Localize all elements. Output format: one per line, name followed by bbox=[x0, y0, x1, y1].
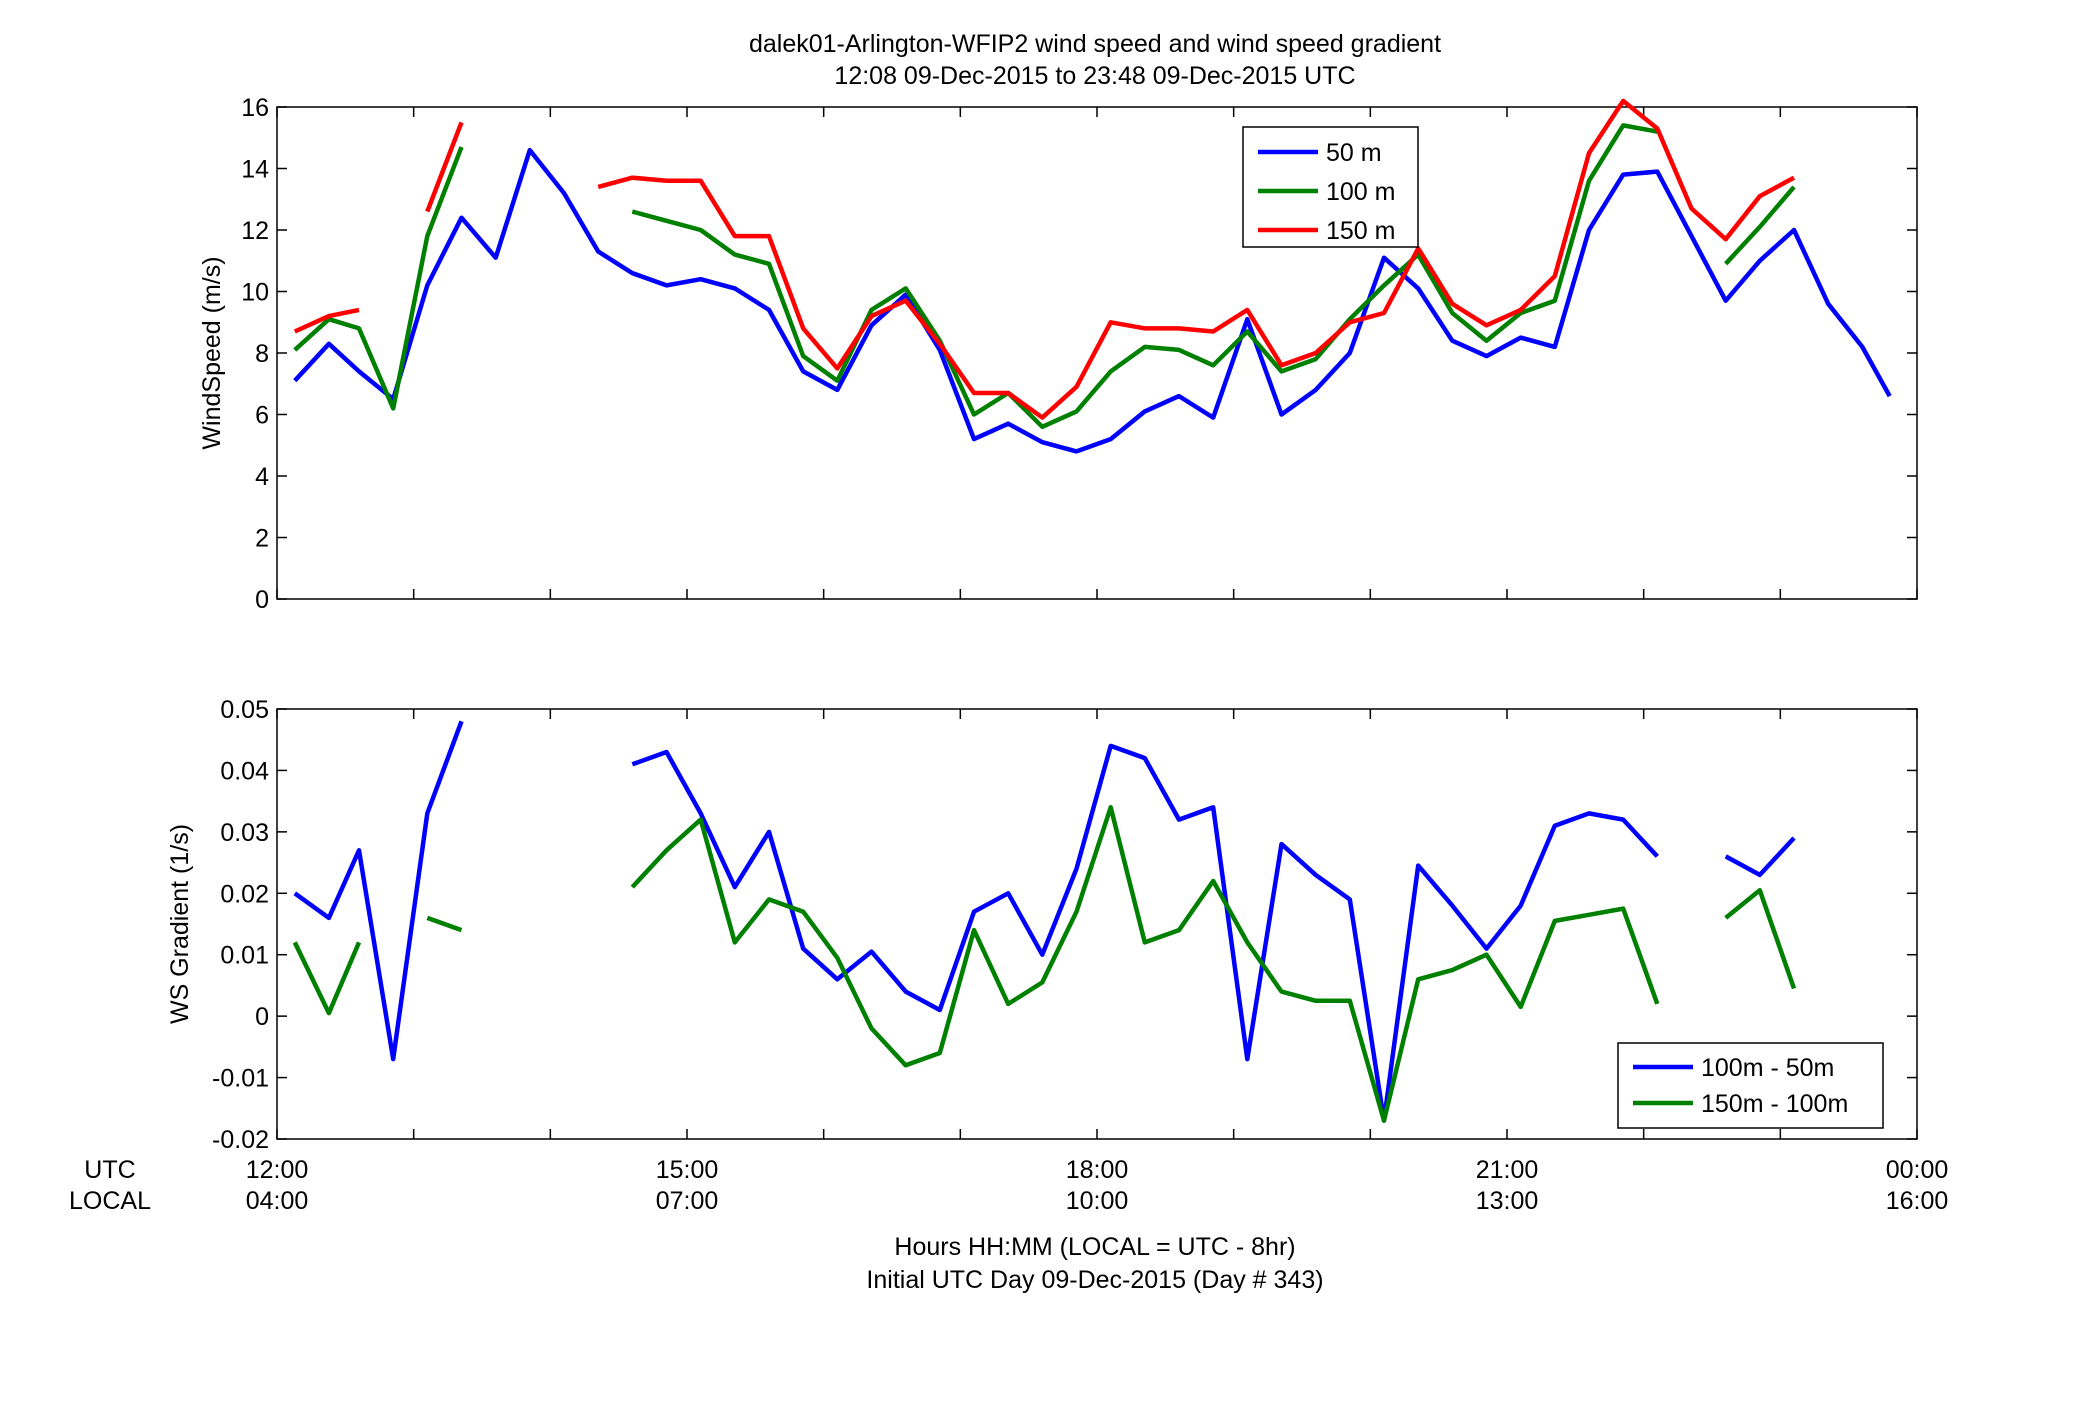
chart-title-line2: 12:08 09-Dec-2015 to 23:48 09-Dec-2015 U… bbox=[834, 62, 1355, 90]
x-tick-label-utc: 21:00 bbox=[1476, 1156, 1539, 1184]
x-axis-label-line2: Initial UTC Day 09-Dec-2015 (Day # 343) bbox=[866, 1266, 1323, 1294]
x-row-label-utc: UTC bbox=[84, 1156, 135, 1184]
x-tick-label-local: 13:00 bbox=[1476, 1187, 1539, 1215]
windspeed-series-line-1 bbox=[293, 146, 464, 411]
gradient-ylabel: WS Gradient (1/s) bbox=[166, 824, 194, 1024]
gradient-legend-label: 100m - 50m bbox=[1701, 1054, 1834, 1082]
gradient-series-line-0 bbox=[293, 720, 464, 1062]
windspeed-series-line-2 bbox=[425, 121, 464, 213]
windspeed-plot-area bbox=[276, 106, 1918, 600]
gradient-ytick-label: 0.03 bbox=[220, 819, 269, 847]
windspeed-legend-label: 100 m bbox=[1326, 178, 1395, 206]
windspeed-ytick-label: 16 bbox=[241, 94, 269, 122]
windspeed-ytick-label: 6 bbox=[255, 402, 269, 430]
windspeed-ytick-label: 2 bbox=[255, 525, 269, 553]
x-tick-label-local: 04:00 bbox=[246, 1187, 309, 1215]
x-tick-label-local: 16:00 bbox=[1886, 1187, 1949, 1215]
x-tick-label-utc: 18:00 bbox=[1066, 1156, 1129, 1184]
gradient-series-line-1 bbox=[630, 805, 1660, 1123]
windspeed-ytick-label: 10 bbox=[241, 279, 269, 307]
x-tick-label-utc: 12:00 bbox=[246, 1156, 309, 1184]
x-row-label-local: LOCAL bbox=[69, 1187, 151, 1215]
windspeed-series-line-2 bbox=[293, 307, 360, 334]
windspeed-ytick-label: 4 bbox=[255, 463, 269, 491]
x-axis-label-line1: Hours HH:MM (LOCAL = UTC - 8hr) bbox=[894, 1233, 1295, 1261]
x-tick-label-utc: 15:00 bbox=[656, 1156, 719, 1184]
windspeed-legend: 50 m 100 m 150 m bbox=[1242, 126, 1419, 248]
windspeed-ylabel: WindSpeed (m/s) bbox=[198, 256, 226, 449]
windspeed-series-line-1 bbox=[1724, 185, 1796, 266]
gradient-panel: -0.02 -0.01 0 0.01 0.02 0.03 0.04 0.05 WS Gradi… bbox=[166, 696, 1918, 1154]
windspeed-legend-label: 50 m bbox=[1326, 139, 1382, 167]
gradient-ytick-label: 0.01 bbox=[220, 942, 269, 970]
windspeed-ytick-label: 0 bbox=[255, 586, 269, 614]
x-tick-label-local: 10:00 bbox=[1066, 1187, 1129, 1215]
gradient-series-line-1 bbox=[292, 941, 362, 1016]
gradient-series-line-0 bbox=[631, 743, 1659, 1123]
gradient-ytick-label: 0 bbox=[255, 1003, 269, 1031]
windspeed-series-line-1 bbox=[631, 123, 1658, 430]
gradient-series-line-1 bbox=[1724, 887, 1797, 990]
gradient-series-line-0 bbox=[1724, 836, 1796, 878]
chart-title-line1: dalek01-Arlington-WFIP2 wind speed and w… bbox=[749, 30, 1441, 58]
windspeed-series-line-2 bbox=[597, 98, 1796, 420]
windspeed-series-line-0 bbox=[293, 147, 1892, 454]
x-tick-label-utc: 00:00 bbox=[1886, 1156, 1949, 1184]
x-tick-label-local: 07:00 bbox=[656, 1187, 719, 1215]
gradient-series-line-1 bbox=[426, 915, 463, 933]
gradient-ytick-label: -0.01 bbox=[212, 1065, 269, 1093]
windspeed-ytick-label: 12 bbox=[241, 217, 269, 245]
gradient-legend: 100m - 50m 150m - 100m bbox=[1617, 1042, 1884, 1129]
gradient-ytick-label: 0.04 bbox=[220, 757, 269, 785]
windspeed-legend-label: 150 m bbox=[1326, 217, 1395, 245]
gradient-legend-label: 150m - 100m bbox=[1701, 1090, 1848, 1118]
windspeed-ytick-label: 14 bbox=[241, 156, 269, 184]
windspeed-panel: 0 2 4 6 8 10 12 14 16 WindSpeed (m/s) 50 m 100 m 1… bbox=[198, 94, 1918, 614]
gradient-ytick-label: -0.02 bbox=[212, 1126, 269, 1154]
windspeed-ytick-label: 8 bbox=[255, 340, 269, 368]
gradient-ytick-label: 0.02 bbox=[220, 880, 269, 908]
gradient-ytick-label: 0.05 bbox=[220, 696, 269, 724]
